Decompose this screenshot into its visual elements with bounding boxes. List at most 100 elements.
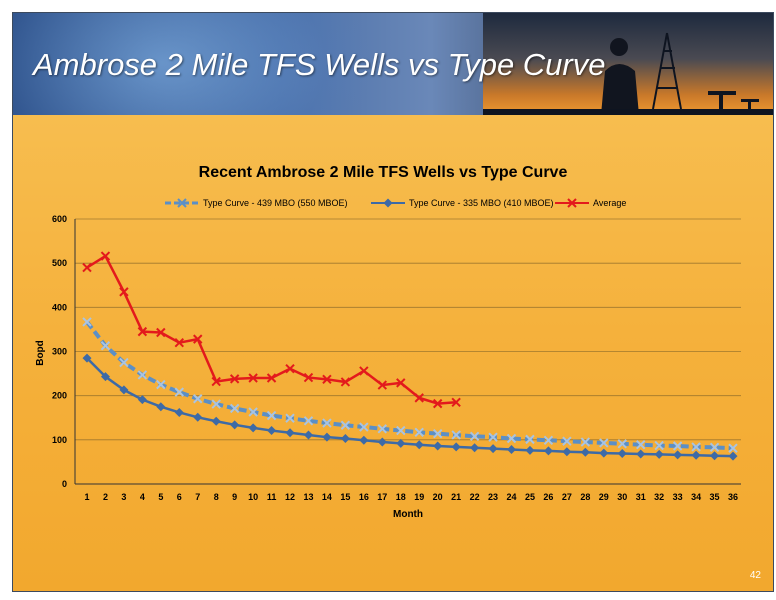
banner-glow-decoration xyxy=(13,13,373,115)
data-point xyxy=(322,418,332,428)
x-tick-label: 23 xyxy=(488,492,498,502)
x-tick-label: 26 xyxy=(543,492,553,502)
marker-stroke xyxy=(728,443,738,453)
y-tick-label: 300 xyxy=(52,347,67,357)
data-point xyxy=(543,446,553,456)
data-point xyxy=(82,317,92,327)
marker-stroke xyxy=(488,432,498,442)
x-tick-label: 22 xyxy=(470,492,480,502)
y-tick-label: 600 xyxy=(52,214,67,224)
marker-stroke xyxy=(691,442,701,452)
marker-stroke xyxy=(322,418,332,428)
data-point xyxy=(396,425,406,436)
series-2 xyxy=(82,251,461,409)
marker-stroke xyxy=(137,370,148,380)
data-point xyxy=(728,443,738,453)
marker-stroke xyxy=(119,287,129,297)
marker-stroke xyxy=(174,337,184,348)
x-tick-label: 29 xyxy=(599,492,609,502)
data-point xyxy=(617,449,627,459)
data-point xyxy=(599,438,609,448)
data-point xyxy=(229,374,240,384)
data-point xyxy=(137,395,147,405)
data-point xyxy=(267,426,277,436)
data-point xyxy=(599,448,609,458)
data-point xyxy=(285,364,295,374)
data-point xyxy=(211,376,221,387)
data-point xyxy=(340,434,350,444)
marker-stroke xyxy=(451,397,461,407)
x-tick-label: 32 xyxy=(654,492,664,502)
data-point xyxy=(100,341,111,351)
x-tick-label: 34 xyxy=(691,492,701,502)
x-tick-label: 30 xyxy=(617,492,627,502)
y-tick-label: 400 xyxy=(52,302,67,312)
x-tick-label: 35 xyxy=(710,492,720,502)
data-point xyxy=(248,407,258,417)
data-point xyxy=(710,451,720,461)
marker-stroke xyxy=(506,433,517,444)
data-point xyxy=(211,399,221,409)
data-point xyxy=(636,439,646,450)
series-0 xyxy=(82,317,738,453)
data-point xyxy=(156,402,166,412)
x-tick-label: 25 xyxy=(525,492,535,502)
marker-stroke xyxy=(266,373,277,383)
marker-stroke xyxy=(340,420,351,430)
data-point xyxy=(230,420,240,430)
marker-stroke xyxy=(303,372,314,383)
x-tick-label: 27 xyxy=(562,492,572,502)
data-point xyxy=(414,393,424,403)
data-point xyxy=(432,428,443,439)
series-1 xyxy=(82,353,738,461)
marker-stroke xyxy=(211,399,221,409)
data-point xyxy=(193,394,203,404)
oilfield-silhouette xyxy=(483,32,773,115)
x-tick-label: 11 xyxy=(267,492,277,502)
data-point xyxy=(377,437,387,447)
data-point xyxy=(562,436,572,446)
marker-stroke xyxy=(229,374,240,384)
marker-stroke xyxy=(322,374,332,385)
marker-stroke xyxy=(229,403,240,414)
legend-item: Average xyxy=(555,198,626,208)
legend-label: Type Curve - 335 MBO (410 MBOE) xyxy=(409,198,554,208)
data-point xyxy=(451,430,461,440)
marker-stroke xyxy=(340,377,351,387)
x-tick-label: 2 xyxy=(103,492,108,502)
data-point xyxy=(174,407,184,417)
legend-label: Type Curve - 439 MBO (550 MBOE) xyxy=(203,198,348,208)
y-tick-label: 200 xyxy=(52,391,67,401)
data-point xyxy=(580,437,591,447)
x-tick-label: 31 xyxy=(636,492,646,502)
marker-stroke xyxy=(156,379,166,390)
data-point xyxy=(691,450,701,460)
data-point xyxy=(156,379,166,390)
data-point xyxy=(174,337,184,348)
data-point xyxy=(525,434,535,445)
data-point xyxy=(654,440,664,451)
x-tick-label: 9 xyxy=(232,492,237,502)
legend-marker xyxy=(383,198,393,208)
marker-stroke xyxy=(451,430,461,440)
marker-stroke xyxy=(193,394,203,404)
marker-stroke xyxy=(654,440,664,451)
data-point xyxy=(82,353,92,363)
marker-stroke xyxy=(266,410,277,421)
data-point xyxy=(359,366,369,376)
data-point xyxy=(673,450,683,460)
banner-oilfield-image xyxy=(483,13,773,115)
legend-marker xyxy=(177,198,187,208)
data-point xyxy=(414,440,424,450)
data-point xyxy=(672,441,683,451)
x-tick-label: 12 xyxy=(285,492,295,502)
data-point xyxy=(266,373,277,383)
data-point xyxy=(229,403,240,414)
data-point xyxy=(470,443,480,453)
marker-stroke xyxy=(567,198,577,208)
marker-stroke xyxy=(100,251,111,261)
data-point xyxy=(359,435,369,445)
data-point xyxy=(451,442,461,452)
data-point xyxy=(506,433,517,444)
data-point xyxy=(432,398,443,409)
